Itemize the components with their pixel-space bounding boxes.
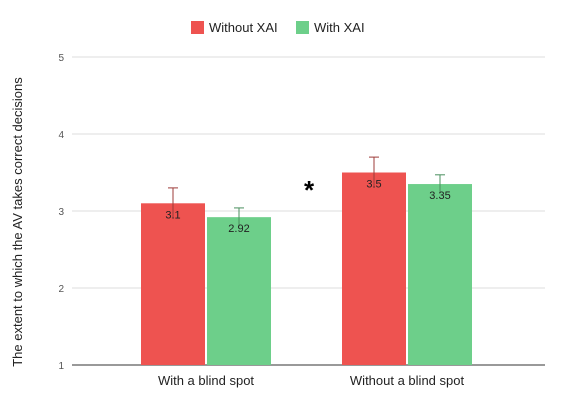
legend-swatch-with-xai [296, 21, 309, 34]
data-label: 3.5 [366, 179, 381, 191]
y-tick-label: 2 [58, 284, 64, 295]
x-axis-categories: With a blind spot Without a blind spot [158, 373, 465, 388]
bar-without-xai-with-blind-spot [141, 203, 205, 365]
legend: Without XAI With XAI [191, 20, 365, 35]
y-axis-label: The extent to which the AV takes correct… [10, 77, 25, 367]
y-tick-label: 3 [58, 207, 64, 218]
legend-swatch-without-xai [191, 21, 204, 34]
legend-label-with-xai: With XAI [314, 20, 365, 35]
x-category-label: With a blind spot [158, 373, 254, 388]
data-label: 3.35 [429, 190, 450, 202]
y-tick-label: 1 [58, 361, 64, 372]
data-label: 3.1 [165, 209, 180, 221]
bars: 3.1 2.92 3.5 3.35 [141, 156, 472, 365]
y-axis-ticks: 1 2 3 4 5 [58, 53, 64, 372]
bar-without-xai-without-blind-spot [342, 172, 406, 365]
x-category-label: Without a blind spot [350, 373, 465, 388]
legend-label-without-xai: Without XAI [209, 20, 278, 35]
y-tick-label: 5 [58, 53, 64, 64]
bar-with-xai-without-blind-spot [408, 184, 472, 365]
bar-with-xai-with-blind-spot [207, 217, 271, 365]
significance-marker: * [304, 175, 315, 205]
data-label: 2.92 [228, 223, 249, 235]
y-tick-label: 4 [58, 130, 64, 141]
